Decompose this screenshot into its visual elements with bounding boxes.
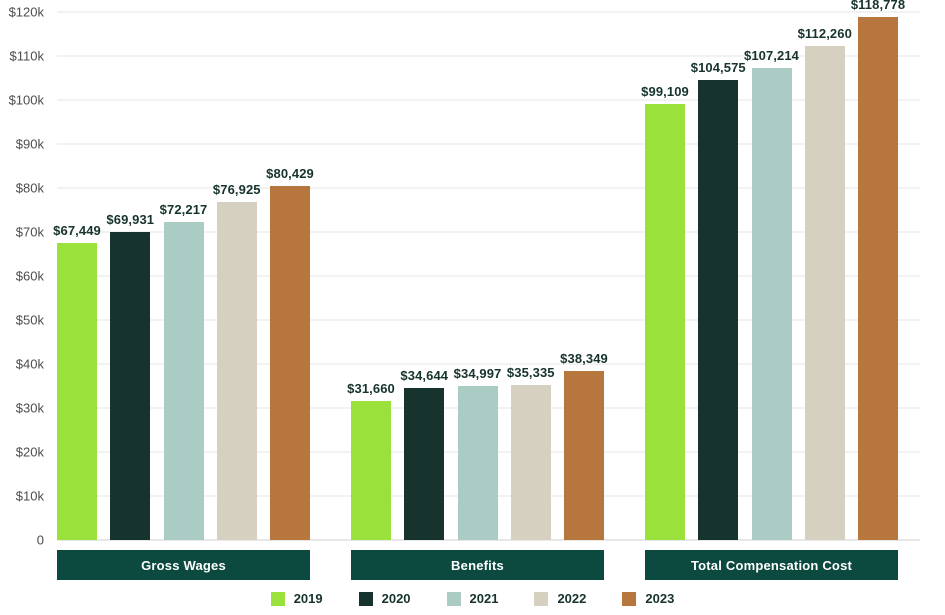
bar — [645, 103, 685, 540]
bar-value-label: $35,335 — [506, 364, 555, 380]
bar-value-label: $69,931 — [106, 212, 155, 228]
y-axis-tick-label: $90k — [15, 136, 44, 152]
bar-2023: $80,429 — [266, 12, 314, 540]
legend-item-2021: 2021 — [446, 591, 499, 606]
bar-group: $67,449 $69,931 $72,217 $76,925 $80,429 — [53, 12, 314, 540]
legend-swatch — [358, 591, 373, 606]
bar-2019: $99,109 — [641, 12, 689, 540]
gridline — [57, 231, 920, 233]
bar-2020: $104,575 — [691, 12, 746, 540]
legend: 2019 2020 2021 2022 2023 — [0, 591, 945, 606]
bar — [510, 384, 551, 540]
bar-2020: $34,644 — [400, 12, 448, 540]
category-label: Total Compensation Cost — [645, 550, 898, 580]
bar-value-label: $118,778 — [850, 0, 906, 13]
bar-2021: $107,214 — [744, 12, 799, 540]
bar-2023: $38,349 — [560, 12, 608, 540]
bar — [404, 387, 445, 540]
bar-value-label: $104,575 — [690, 59, 746, 75]
bar — [57, 243, 97, 540]
y-axis-tick-label: $20k — [15, 444, 44, 460]
bar-2021: $34,997 — [454, 12, 501, 540]
bar-2020: $69,931 — [106, 12, 154, 540]
bar — [804, 46, 845, 540]
gridline — [57, 55, 920, 57]
bar-2022: $76,925 — [213, 12, 261, 540]
bar — [858, 17, 898, 540]
y-axis-tick-label: $60k — [15, 268, 44, 284]
y-axis-tick-label: $80k — [15, 180, 44, 196]
bar-2022: $35,335 — [507, 12, 555, 540]
bar — [564, 371, 604, 540]
bar-2019: $31,660 — [347, 12, 395, 540]
bar-2019: $67,449 — [53, 12, 101, 540]
bar-value-label: $107,214 — [743, 48, 800, 64]
bar — [751, 68, 792, 540]
gridline — [57, 99, 920, 101]
y-axis-tick-label: $40k — [15, 356, 44, 372]
gridline — [57, 363, 920, 365]
y-axis-tick-label: $10k — [15, 488, 44, 504]
bar-group: $99,109 $104,575 $107,214 $112,260 $118,778 — [641, 0, 905, 540]
category-label: Benefits — [351, 550, 604, 580]
bar-value-label: $67,449 — [53, 223, 101, 239]
bar — [163, 222, 204, 540]
y-axis: 0 $10k $20k $30k $40k $50k $60k $70k $80k $90k $10… — [0, 5, 48, 548]
gridline — [57, 187, 920, 189]
y-axis-tick-label: $50k — [15, 312, 44, 328]
bar-2021: $72,217 — [160, 12, 207, 540]
bar-group: $31,660 $34,644 $34,997 $35,335 $38,349 — [347, 12, 608, 540]
bar-2022: $112,260 — [798, 12, 852, 540]
bar — [351, 400, 391, 540]
legend-label: 2022 — [557, 591, 587, 606]
category-label: Gross Wages — [57, 550, 310, 580]
y-axis-tick-label: $110k — [9, 48, 44, 64]
bar-value-label: $31,660 — [347, 380, 395, 396]
bar-value-label: $99,109 — [641, 83, 689, 99]
gridline — [57, 11, 920, 13]
bar-value-label: $80,429 — [266, 166, 314, 182]
y-axis-tick-label: $30k — [15, 400, 44, 416]
bar-value-label: $112,260 — [797, 26, 852, 42]
legend-item-2020: 2020 — [358, 591, 411, 606]
y-axis-tick-label: $70k — [15, 224, 44, 240]
gridline — [57, 143, 920, 145]
bar-2023: $118,778 — [851, 0, 905, 540]
gridline — [57, 275, 920, 277]
bar-value-label: $72,217 — [159, 202, 208, 218]
bar-value-label: $34,997 — [453, 366, 502, 382]
bar — [110, 232, 151, 540]
legend-item-2019: 2019 — [270, 591, 323, 606]
legend-label: 2020 — [381, 591, 411, 606]
y-axis-tick-label: $100k — [8, 92, 44, 108]
bar-value-label: $76,925 — [212, 181, 261, 197]
y-axis-tick-label: $120k — [8, 4, 44, 20]
bar — [270, 186, 310, 540]
legend-swatch — [270, 591, 285, 606]
gridline — [57, 319, 920, 321]
category-axis: Gross Wages Benefits Total Compensation Co… — [57, 550, 898, 580]
bar — [216, 201, 257, 540]
bar — [698, 79, 739, 540]
bar-groups: $67,449 $69,931 $72,217 $76,925 $80,429 $31,6… — [53, 0, 905, 540]
legend-label: 2019 — [293, 591, 323, 606]
bar-value-label: $34,644 — [400, 367, 449, 383]
legend-item-2022: 2022 — [534, 591, 586, 606]
plot-area: $67,449 $69,931 $72,217 $76,925 $80,429 $31,6… — [53, 0, 920, 541]
legend-item-2023: 2023 — [622, 591, 674, 606]
legend-swatch — [622, 591, 637, 606]
legend-label: 2023 — [645, 591, 675, 606]
bar-value-label: $38,349 — [560, 351, 608, 367]
legend-label: 2021 — [469, 591, 499, 606]
legend-swatch — [446, 591, 461, 606]
gridline — [57, 539, 920, 541]
bar — [457, 386, 498, 540]
y-axis-tick-label: 0 — [36, 532, 44, 548]
legend-swatch — [534, 591, 549, 606]
